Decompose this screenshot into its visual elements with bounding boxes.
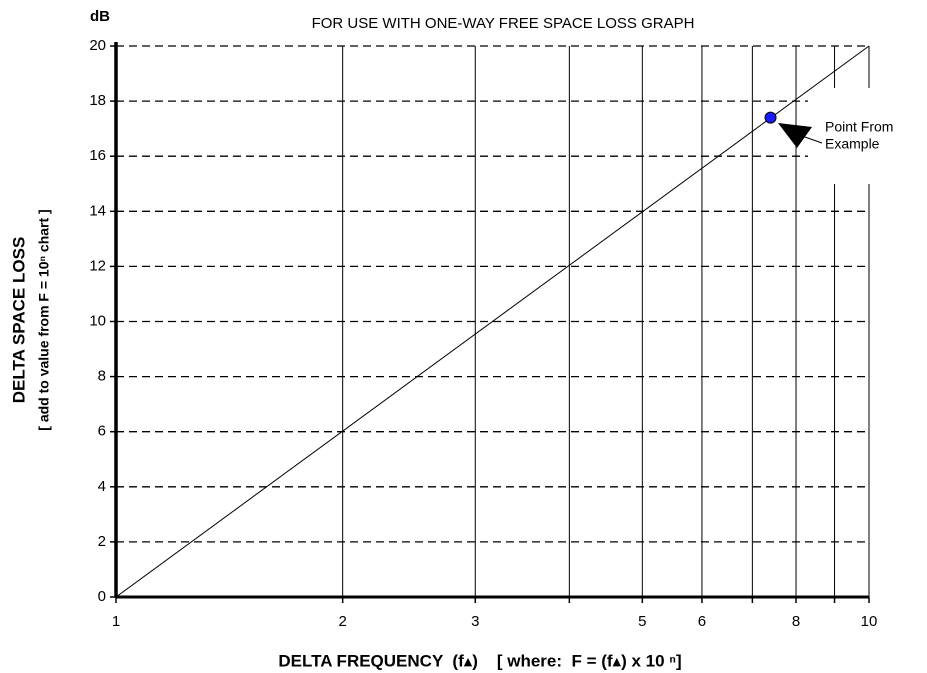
y-axis-label: DELTA SPACE LOSS (9, 237, 28, 404)
y-tick-label: 6 (98, 423, 106, 440)
x-axis-label: DELTA FREQUENCY (f▴) [ where: F = (f▴) x… (278, 651, 681, 670)
y-axis-sublabel: [ add to value from F = 10ⁿ chart ] (36, 209, 52, 430)
x-tick-label: 1 (112, 613, 120, 630)
x-tick-label: 2 (339, 613, 347, 630)
y-tick-label: 8 (98, 368, 106, 385)
y-tick-label: 10 (89, 312, 106, 329)
annotation-arrow (778, 123, 812, 148)
annotation-text: Point From (825, 119, 893, 135)
annotation-text: Example (825, 136, 880, 152)
y-tick-label: 12 (89, 257, 106, 274)
y-tick-label: 0 (98, 588, 106, 605)
y-tick-label: 18 (89, 92, 106, 109)
data-point (764, 111, 777, 124)
y-unit: dB (90, 8, 110, 25)
x-tick-label: 5 (638, 613, 646, 630)
y-tick-label: 20 (89, 37, 106, 54)
annotation-leader (801, 135, 823, 144)
y-tick-label: 4 (98, 478, 106, 495)
x-tick-label: 8 (792, 613, 800, 630)
y-tick-label: 16 (89, 147, 106, 164)
chart-title: FOR USE WITH ONE-WAY FREE SPACE LOSS GRA… (312, 15, 695, 32)
x-tick-label: 6 (698, 613, 706, 630)
y-tick-label: 2 (98, 533, 106, 550)
x-tick-label: 10 (861, 613, 878, 630)
annotation-backdrop (808, 88, 918, 184)
data-line (115, 45, 870, 598)
y-tick-label: 14 (89, 202, 106, 219)
x-tick-label: 3 (471, 613, 479, 630)
